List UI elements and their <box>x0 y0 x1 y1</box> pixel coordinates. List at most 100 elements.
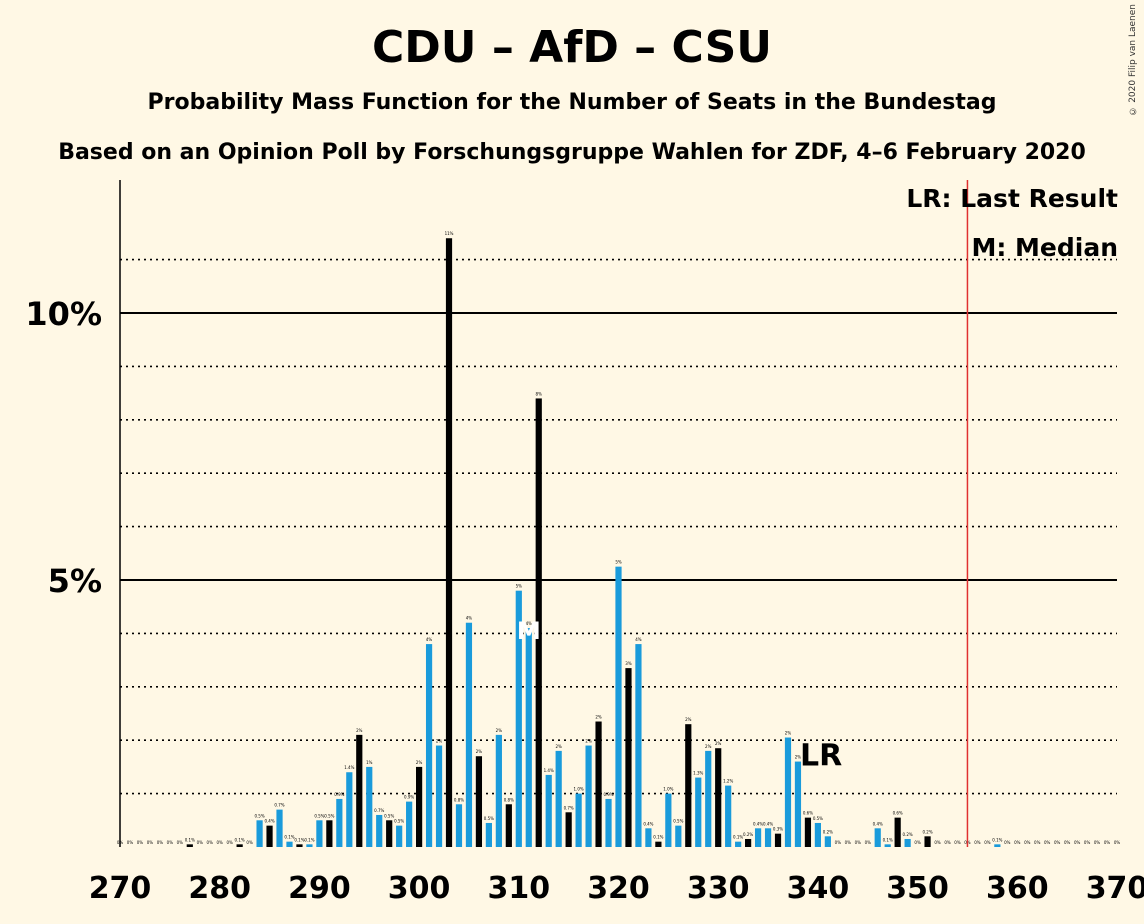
bar-label-310: 5% <box>516 584 523 589</box>
bar-301 <box>425 644 433 847</box>
bar-label-367: 0% <box>1084 840 1091 845</box>
bar-label-301: 4% <box>426 637 433 642</box>
chart-subtitle: Probability Mass Function for the Number… <box>147 90 997 115</box>
markers: LR M <box>517 180 969 847</box>
bar-label-348: 0.6% <box>893 811 903 816</box>
bar-label-300: 2% <box>416 760 423 765</box>
bar-label-294: 2% <box>356 728 363 733</box>
bar-label-338: 2% <box>795 755 802 760</box>
chart-source: Based on an Opinion Poll by Forschungsgr… <box>58 140 1086 165</box>
bar-333 <box>745 838 752 847</box>
bar-346 <box>874 828 881 847</box>
bar-label-279: 0% <box>207 840 214 845</box>
bar-label-330: 2% <box>715 741 722 746</box>
bar-label-329: 2% <box>705 744 712 749</box>
bar-332 <box>735 841 742 847</box>
bar-336 <box>774 833 782 847</box>
bar-319 <box>605 798 612 847</box>
bar-label-370: 0% <box>1114 840 1121 845</box>
bar-label-311: 4% <box>526 621 533 626</box>
bar-label-283: 0% <box>246 840 253 845</box>
bar-label-326: 0.5% <box>673 819 683 824</box>
bar-label-323: 0.4% <box>643 821 653 826</box>
bar-label-289: 0.1% <box>304 837 314 842</box>
bars: 0%0%0%0%0%0%0%0.1%0%0%0%0%0.1%0%0.5%0.4%… <box>117 231 1121 848</box>
bar-330 <box>715 748 722 847</box>
bar-label-302: 2% <box>436 739 443 744</box>
bar-339 <box>804 817 812 847</box>
bar-310 <box>515 590 522 847</box>
bar-label-358: 0.1% <box>992 837 1002 842</box>
bar-label-328: 1.3% <box>693 771 703 776</box>
bar-label-342: 0% <box>835 840 842 845</box>
bar-label-317: 2% <box>585 739 592 744</box>
bar-label-369: 0% <box>1104 840 1111 845</box>
bar-311 <box>525 628 532 847</box>
bar-label-284: 0.5% <box>254 813 264 818</box>
bar-314 <box>555 750 562 847</box>
x-tick-label: 300 <box>388 871 451 906</box>
bar-320 <box>615 566 622 847</box>
bar-label-315: 0.7% <box>564 805 574 810</box>
bar-324 <box>655 841 662 847</box>
bar-312 <box>535 398 542 847</box>
bar-299 <box>406 801 413 847</box>
bar-348 <box>894 817 901 847</box>
bar-292 <box>336 798 343 847</box>
bar-325 <box>665 793 672 847</box>
bar-label-346: 0.4% <box>873 821 883 826</box>
bar-337 <box>784 737 792 847</box>
bar-285 <box>266 825 273 847</box>
bar-label-345: 0% <box>865 840 872 845</box>
bar-358 <box>994 844 1001 847</box>
bar-label-306: 2% <box>476 749 483 754</box>
bar-label-334: 0.4% <box>753 821 763 826</box>
bar-label-290: 0.5% <box>314 813 324 818</box>
bar-label-287: 0.1% <box>284 835 294 840</box>
bar-label-324: 0.1% <box>653 835 663 840</box>
bar-326 <box>675 825 682 847</box>
x-tick-label: 330 <box>687 871 750 906</box>
bar-label-297: 0.5% <box>384 813 394 818</box>
bar-322 <box>635 644 642 847</box>
y-tick-label: 10% <box>25 295 102 333</box>
bar-label-309: 0.8% <box>504 797 514 802</box>
bar-287 <box>286 841 293 847</box>
bar-317 <box>585 745 592 847</box>
bar-label-347: 0.1% <box>883 837 893 842</box>
bar-282 <box>236 844 243 847</box>
bar-label-305: 4% <box>466 616 473 621</box>
x-tick-label: 320 <box>587 871 650 906</box>
bar-286 <box>276 809 283 847</box>
bar-316 <box>575 793 582 847</box>
bar-label-343: 0% <box>845 840 852 845</box>
bar-label-308: 2% <box>496 728 503 733</box>
bar-label-339: 0.6% <box>803 811 813 816</box>
bar-277 <box>186 844 193 847</box>
bar-327 <box>685 724 692 847</box>
bar-label-332: 0.1% <box>733 835 743 840</box>
bar-289 <box>306 844 313 847</box>
bar-label-273: 0% <box>147 840 154 845</box>
bar-label-320: 5% <box>615 560 622 565</box>
bar-label-321: 3% <box>625 661 632 666</box>
last-result-label: LR <box>800 739 842 774</box>
x-tick-label: 310 <box>487 871 550 906</box>
bar-293 <box>346 772 353 847</box>
bar-351 <box>924 836 931 847</box>
bar-label-280: 0% <box>217 840 224 845</box>
bar-label-340: 0.5% <box>813 816 823 821</box>
bar-323 <box>645 828 652 847</box>
bar-295 <box>366 766 373 847</box>
bar-label-333: 0.2% <box>743 832 753 837</box>
bar-341 <box>824 836 831 847</box>
bar-label-293: 1.4% <box>344 765 354 770</box>
bar-298 <box>396 825 403 847</box>
bar-label-307: 0.5% <box>484 816 494 821</box>
bar-label-352: 0% <box>934 840 941 845</box>
bar-label-341: 0.2% <box>823 829 833 834</box>
bar-label-274: 0% <box>157 840 164 845</box>
bar-label-277: 0.1% <box>185 837 195 842</box>
bar-label-331: 1.2% <box>723 779 733 784</box>
